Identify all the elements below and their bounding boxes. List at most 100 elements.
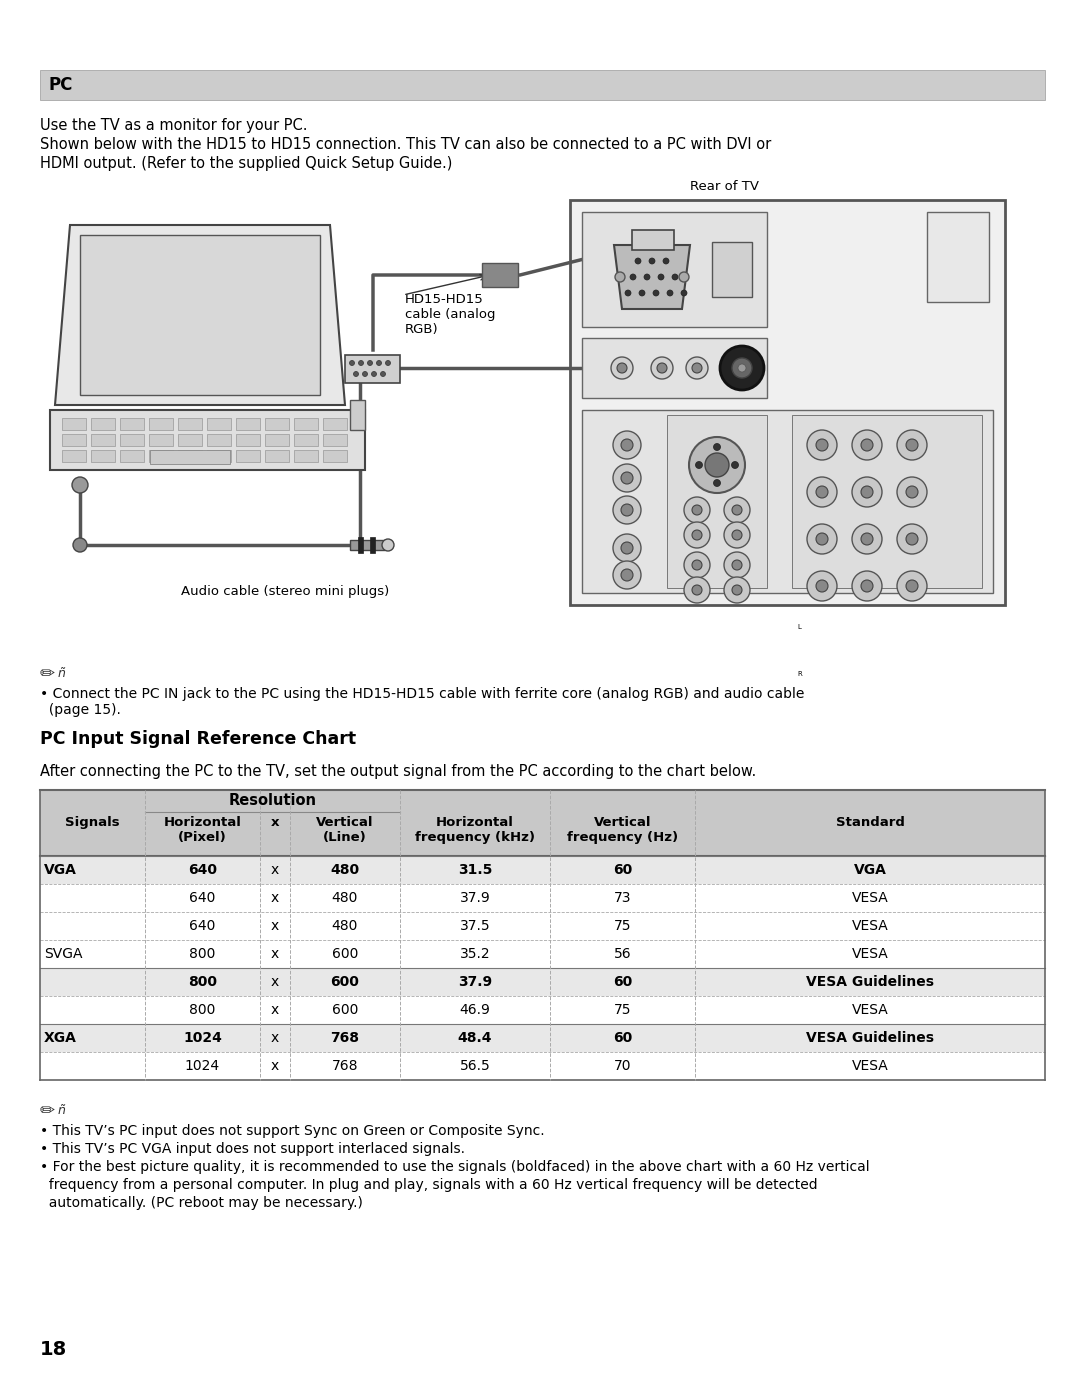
Bar <box>207 417 231 430</box>
Text: 35.2: 35.2 <box>460 947 490 960</box>
Text: 600: 600 <box>332 947 359 960</box>
Text: Vertical
frequency (Hz): Vertical frequency (Hz) <box>567 815 678 844</box>
Circle shape <box>906 439 918 451</box>
Bar <box>265 434 289 446</box>
Circle shape <box>663 258 669 264</box>
Bar <box>40 1024 1045 1052</box>
Text: 56: 56 <box>613 947 632 960</box>
Circle shape <box>672 274 678 281</box>
Circle shape <box>657 363 667 373</box>
Circle shape <box>613 533 642 562</box>
Circle shape <box>630 274 636 281</box>
Bar <box>91 451 114 462</box>
Text: Signals: Signals <box>65 815 120 829</box>
Text: Audio cable (stereo mini plugs): Audio cable (stereo mini plugs) <box>180 585 389 598</box>
Text: 70: 70 <box>613 1059 631 1072</box>
Circle shape <box>861 533 873 545</box>
Circle shape <box>852 430 882 460</box>
Text: Pr: Pr <box>902 422 909 431</box>
Text: 600: 600 <box>330 974 360 990</box>
Circle shape <box>679 272 689 282</box>
Text: 73: 73 <box>613 891 631 905</box>
Circle shape <box>732 585 742 596</box>
Circle shape <box>363 372 367 376</box>
Circle shape <box>72 477 87 493</box>
Circle shape <box>681 290 687 296</box>
Circle shape <box>897 477 927 507</box>
Bar <box>40 70 1045 100</box>
Text: 60: 60 <box>612 862 632 878</box>
Text: Standard: Standard <box>836 815 904 829</box>
Polygon shape <box>615 245 690 310</box>
Bar <box>62 451 86 462</box>
Bar <box>792 415 982 587</box>
Circle shape <box>367 361 373 365</box>
Circle shape <box>382 539 394 551</box>
Polygon shape <box>55 225 345 405</box>
Text: 60: 60 <box>612 974 632 990</box>
Text: 480: 480 <box>330 862 360 878</box>
Text: VESA: VESA <box>852 891 889 905</box>
Circle shape <box>852 524 882 554</box>
Text: PC Input Signal Reference Chart: PC Input Signal Reference Chart <box>40 730 356 748</box>
Text: HD15-HD15
cable (analog
RGB): HD15-HD15 cable (analog RGB) <box>405 293 496 336</box>
Circle shape <box>852 477 882 507</box>
Bar <box>149 434 173 446</box>
Bar <box>237 451 260 462</box>
Text: VESA: VESA <box>852 1003 889 1017</box>
Circle shape <box>372 372 377 376</box>
Bar <box>50 410 365 470</box>
Text: PC IN: PC IN <box>622 216 649 225</box>
Circle shape <box>906 533 918 545</box>
Bar <box>80 235 320 395</box>
Text: Vertical
(Line): Vertical (Line) <box>316 815 374 844</box>
Circle shape <box>613 431 642 459</box>
Text: 600: 600 <box>332 1003 359 1017</box>
Circle shape <box>714 480 720 486</box>
Bar <box>149 417 173 430</box>
Bar <box>632 229 674 250</box>
Text: 640: 640 <box>189 919 216 933</box>
Text: Y: Y <box>813 422 819 431</box>
Bar <box>582 410 993 593</box>
Bar <box>323 434 347 446</box>
Bar <box>350 399 365 430</box>
Circle shape <box>724 522 750 549</box>
Circle shape <box>621 504 633 515</box>
Text: 768: 768 <box>330 1031 360 1045</box>
Circle shape <box>667 290 673 296</box>
Text: 48.4: 48.4 <box>458 1031 492 1045</box>
Bar <box>667 415 767 587</box>
Circle shape <box>621 569 633 580</box>
Bar <box>582 339 767 398</box>
Circle shape <box>651 357 673 379</box>
Circle shape <box>732 560 742 569</box>
Circle shape <box>658 274 664 281</box>
Circle shape <box>621 439 633 451</box>
Circle shape <box>615 272 625 282</box>
Text: x: x <box>271 862 279 878</box>
Text: XGA: XGA <box>44 1031 77 1045</box>
Text: PC: PC <box>48 76 72 94</box>
Circle shape <box>724 551 750 578</box>
Text: 480: 480 <box>332 891 359 905</box>
Text: VESA Guidelines: VESA Guidelines <box>806 974 934 990</box>
Bar <box>370 538 375 553</box>
Circle shape <box>807 524 837 554</box>
Bar <box>62 434 86 446</box>
Text: x: x <box>271 974 279 990</box>
Bar <box>265 417 289 430</box>
Circle shape <box>738 363 746 372</box>
Circle shape <box>714 444 720 451</box>
Circle shape <box>807 430 837 460</box>
Circle shape <box>696 462 702 468</box>
Circle shape <box>861 439 873 451</box>
Text: Use the TV as a monitor for your PC.: Use the TV as a monitor for your PC. <box>40 117 308 133</box>
Circle shape <box>807 477 837 507</box>
Bar <box>40 967 1045 996</box>
Text: • For the best picture quality, it is recommended to use the signals (boldfaced): • For the best picture quality, it is re… <box>40 1159 869 1173</box>
Bar <box>265 451 289 462</box>
Text: SERVICE: SERVICE <box>942 232 974 240</box>
Text: automatically. (PC reboot may be necessary.): automatically. (PC reboot may be necessa… <box>40 1195 363 1211</box>
Bar <box>120 417 144 430</box>
